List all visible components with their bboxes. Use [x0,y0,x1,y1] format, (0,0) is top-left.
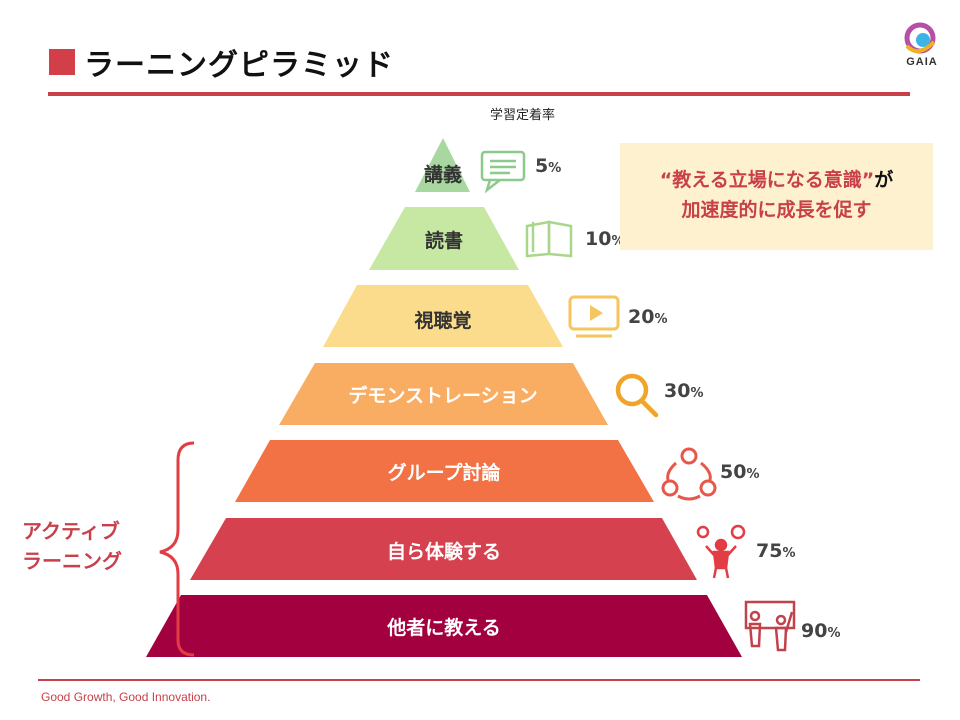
level-label-practice: 自ら体験する [386,541,501,563]
callout-quote: “教える立場になる意識” [659,169,875,191]
pyramid-level-7 [146,595,742,657]
active-learning-label: アクティブ ラーニング [22,516,122,576]
retention-percent-demonstration: 30% [664,380,703,402]
title-underline [48,92,910,96]
logo-mark-icon [904,22,936,54]
magnifier-icon [615,373,659,418]
retention-percent-group-discussion: 50% [720,461,759,483]
pyramid-level-5 [235,440,654,502]
percent-value: 20 [628,306,655,328]
active-learning-bracket [159,441,195,657]
percent-unit: % [827,626,841,641]
percent-value: 50 [720,461,747,483]
percent-unit: % [654,312,668,327]
pyramid-level-4 [279,363,608,425]
page-title: ラーニングピラミッド [84,48,394,83]
retention-rate-header: 学習定着率 [490,108,556,123]
percent-value: 5 [535,155,549,177]
active-learning-line1: アクティブ [22,519,120,543]
pyramid-level-2 [369,207,519,270]
retention-percent-audiovisual: 20% [628,306,667,328]
pyramid-level-3 [323,285,563,347]
gaia-logo: GAIA [898,20,946,72]
callout-suffix: が [874,169,894,191]
level-label-reading: 読書 [424,230,463,252]
percent-value: 90 [801,620,828,642]
footer-slogan: Good Growth, Good Innovation. [41,690,211,704]
level-label-audiovisual: 視聴覚 [414,310,472,332]
percent-unit: % [690,386,704,401]
video-screen-icon [568,295,620,338]
open-book-icon [525,220,573,258]
teaching-people-icon [744,600,796,652]
percent-value: 75 [756,540,783,562]
level-label-teach-others: 他者に教える [387,617,501,639]
footer-rule [38,679,920,681]
level-label-lecture: 講義 [423,164,462,186]
percent-unit: % [782,546,796,561]
group-discussion-icon [661,447,717,501]
level-label-group-discussion: グループ討論 [387,462,501,484]
percent-value: 30 [664,380,691,402]
percent-value: 10 [585,228,612,250]
level-label-demonstration: デモンストレーション [348,385,538,407]
percent-unit: % [548,161,562,176]
logo-text: GAIA [906,56,938,68]
retention-percent-reading: 10% [585,228,624,250]
retention-percent-lecture: 5% [535,155,561,177]
chat-bubble-icon [480,150,526,194]
callout-line2: 加速度的に成長を促す [681,199,872,221]
pyramid-level-6 [190,518,697,580]
percent-unit: % [746,467,760,482]
pyramid-level-1 [415,138,470,192]
retention-percent-practice: 75% [756,540,795,562]
title-marker [49,49,75,75]
idea-person-icon [696,524,746,579]
key-insight-callout: “教える立場になる意識”が 加速度的に成長を促す [620,143,933,250]
retention-percent-teach-others: 90% [801,620,840,642]
active-learning-line2: ラーニング [22,549,122,573]
